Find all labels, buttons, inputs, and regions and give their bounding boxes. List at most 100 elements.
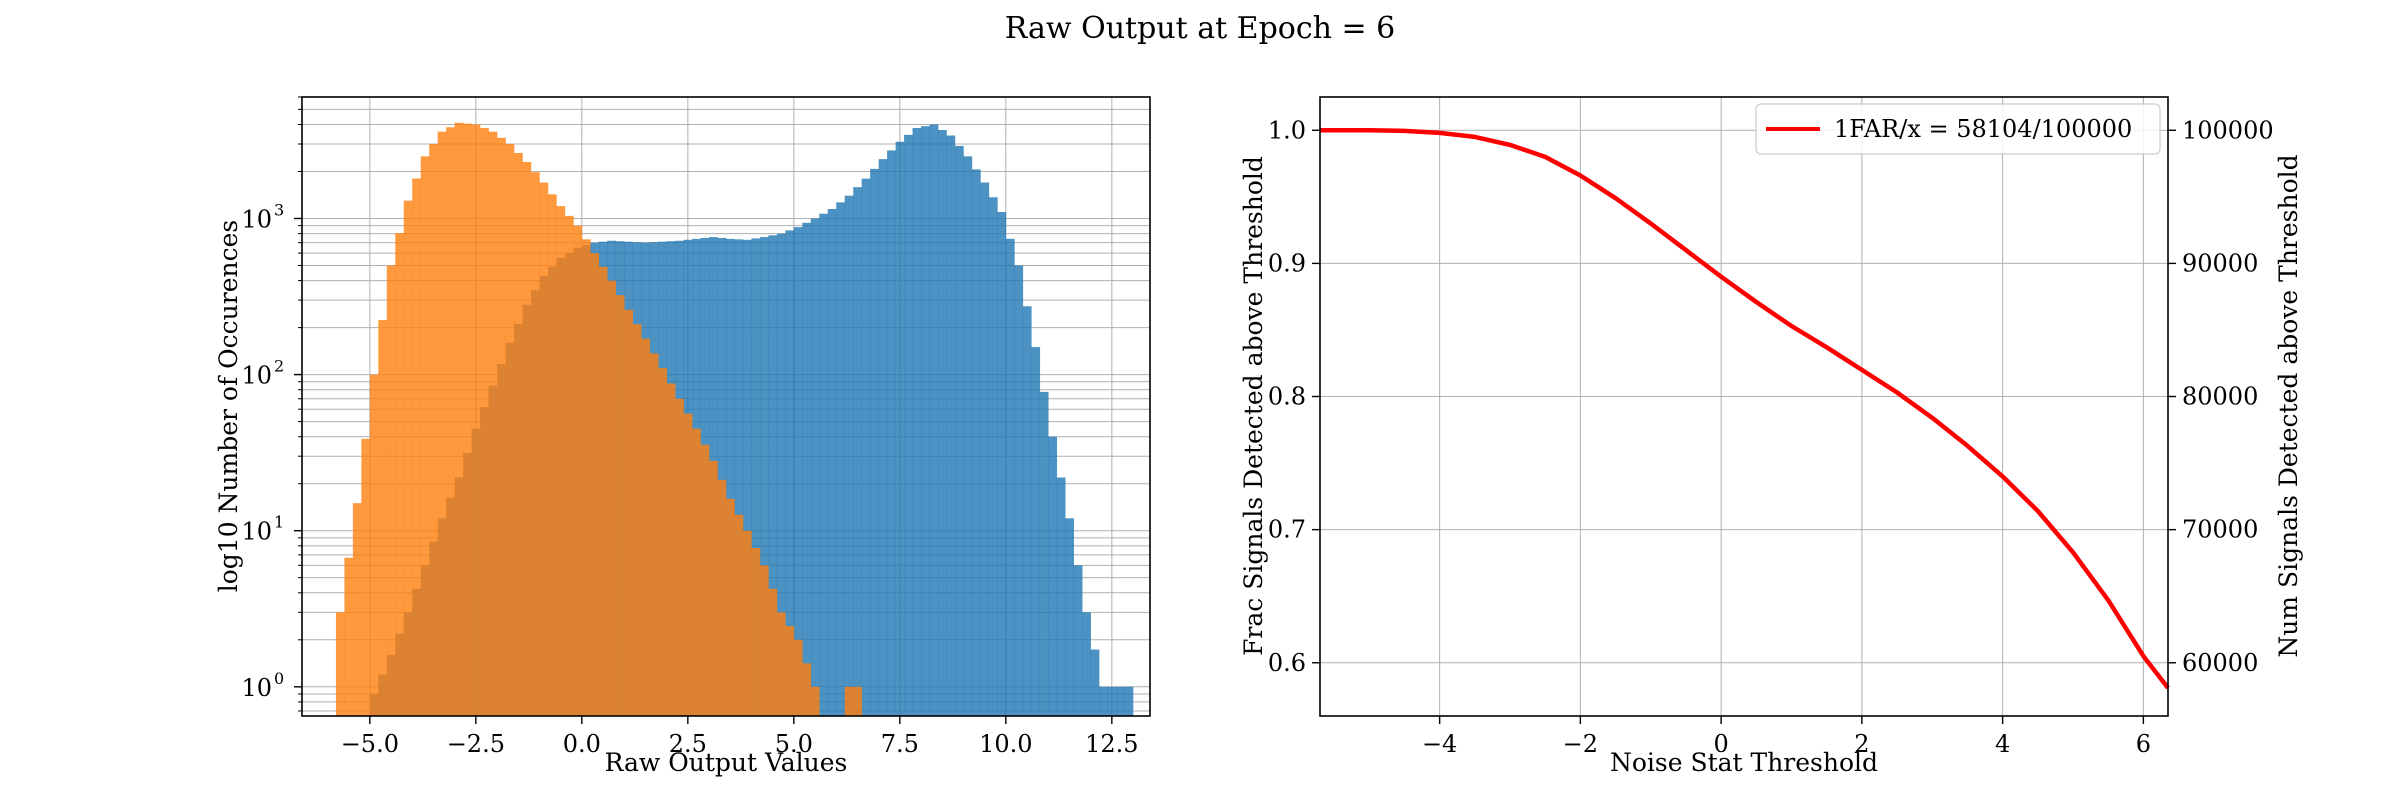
- legend: 1FAR/x = 58104/100000: [1755, 103, 2161, 155]
- histogram-bar: [954, 145, 964, 716]
- histogram-bar: [692, 428, 701, 716]
- histogram-bar: [793, 227, 803, 716]
- histogram-bar: [785, 230, 795, 716]
- histogram-bar: [912, 127, 922, 717]
- histogram-bar: [946, 135, 956, 716]
- histogram-bar: [615, 295, 625, 716]
- histogram-bar: [539, 182, 549, 716]
- histogram-bar: [742, 530, 752, 716]
- line-chart-y-tick-label: 0.7: [1268, 516, 1306, 544]
- histogram-bar: [810, 218, 820, 716]
- histogram-bar: [573, 225, 583, 717]
- histogram-bar: [980, 182, 990, 716]
- histogram-bar: [649, 353, 659, 716]
- histogram-bar: [904, 134, 913, 716]
- histogram-bar: [480, 128, 489, 716]
- histogram-bar: [768, 588, 778, 716]
- histogram-bar: [997, 212, 1007, 716]
- histogram-bar: [658, 368, 667, 716]
- histogram-bar: [361, 438, 371, 716]
- histogram-y-tick-exponent: 3: [274, 200, 284, 219]
- histogram-x-tick-label: −2.5: [447, 730, 505, 758]
- histogram-bar: [709, 460, 718, 716]
- histogram-bar: [844, 686, 854, 716]
- histogram-bar: [352, 503, 362, 716]
- histogram-bar: [1048, 436, 1058, 716]
- histogram-x-tick-label: −5.0: [341, 730, 399, 758]
- histogram-bar: [581, 239, 591, 717]
- histogram-bar: [726, 498, 735, 716]
- line-chart-right-y-axis-label: Num Signals Detected above Threshold: [2274, 154, 2303, 657]
- histogram-bar: [734, 239, 744, 716]
- histogram-bar: [598, 266, 608, 716]
- histogram-bar: [683, 413, 693, 716]
- line-chart-lines: [1320, 128, 2170, 690]
- legend-label: 1FAR/x = 58104/100000: [1834, 115, 2132, 143]
- line-chart-x-tick-label: 4: [1995, 730, 2010, 758]
- line-chart-x-tick-label: 0: [1713, 730, 1728, 758]
- histogram-bar: [344, 557, 354, 716]
- histogram-bar: [437, 131, 447, 716]
- histogram-bar: [870, 168, 879, 716]
- histogram-bar: [412, 178, 422, 716]
- histogram-x-tick-label: 2.5: [669, 730, 707, 758]
- histogram-bar: [632, 324, 642, 716]
- histogram-bar: [530, 172, 540, 716]
- line-chart-ticks: −4 −2 0 2 4 6 0.6 0.7 0.8 0.9 1.0 60000 70000 80000 90…: [1268, 116, 2274, 758]
- line-chart-y-tick-label: 0.9: [1268, 249, 1306, 277]
- histogram-bar: [666, 383, 676, 716]
- histogram-bar: [819, 213, 829, 716]
- line-chart-y-tick-label: 0.6: [1268, 649, 1306, 677]
- histogram-y-axis-label: log10 Number of Occurences: [214, 220, 243, 593]
- histogram-bar: [776, 612, 786, 716]
- histogram-bar: [454, 122, 464, 717]
- histogram-bar: [488, 131, 498, 716]
- line-chart-right-y-tick-label: 80000: [2182, 383, 2258, 411]
- histogram-bar: [717, 479, 727, 716]
- line-chart-panel: −4 −2 0 2 4 6 0.6 0.7 0.8 0.9 1.0 60000 70000 80000 90…: [1239, 96, 2303, 777]
- histogram-bar: [938, 129, 947, 716]
- histogram-bar: [844, 195, 854, 716]
- histogram-bar: [1005, 238, 1015, 716]
- histogram-x-tick-label: 10.0: [979, 730, 1032, 758]
- histogram-x-tick-label: 0.0: [563, 730, 601, 758]
- histogram-y-tick-label: 10: [241, 362, 272, 390]
- histogram-y-tick-exponent: 0: [274, 669, 284, 688]
- histogram-bar: [420, 156, 430, 716]
- histogram-bar: [556, 206, 566, 716]
- histogram-y-tick-exponent: 2: [274, 357, 284, 376]
- histogram-bar: [963, 156, 973, 716]
- histogram-bar: [1073, 565, 1083, 716]
- histogram-bar: [734, 514, 744, 716]
- histogram-bar: [793, 639, 803, 716]
- histogram-bar: [1090, 649, 1100, 716]
- histogram-bar: [861, 178, 871, 716]
- line-chart-right-y-tick-label: 100000: [2182, 116, 2274, 144]
- line-chart-frame: [1319, 96, 2169, 717]
- histogram-frame: [301, 96, 1151, 717]
- histogram-bar: [785, 626, 795, 716]
- legend-box: [1755, 103, 2161, 155]
- line-chart-right-y-tick-label: 90000: [2182, 249, 2258, 277]
- figure-title: Raw Output at Epoch = 6: [1005, 11, 1396, 46]
- histogram-bar: [971, 169, 981, 716]
- histogram-bar: [759, 565, 769, 716]
- histogram-bar: [335, 612, 345, 716]
- line-chart-x-tick-label: 6: [2136, 730, 2151, 758]
- histogram-bar: [929, 124, 939, 716]
- line-chart-right-y-tick-label: 60000: [2182, 649, 2258, 677]
- histogram-bar: [887, 150, 896, 716]
- histogram-bar: [1031, 347, 1041, 716]
- histogram-bar: [827, 208, 837, 716]
- histogram-bar: [590, 253, 600, 717]
- histogram-bar: [988, 197, 998, 716]
- histogram-bar: [522, 162, 532, 716]
- histogram-bar: [395, 233, 405, 716]
- histogram-bar: [717, 237, 727, 716]
- histogram-bar: [463, 123, 472, 717]
- histogram-bar: [505, 143, 515, 716]
- line-chart-x-axis-label: Noise Stat Threshold: [1610, 748, 1878, 777]
- histogram-bar: [802, 222, 812, 716]
